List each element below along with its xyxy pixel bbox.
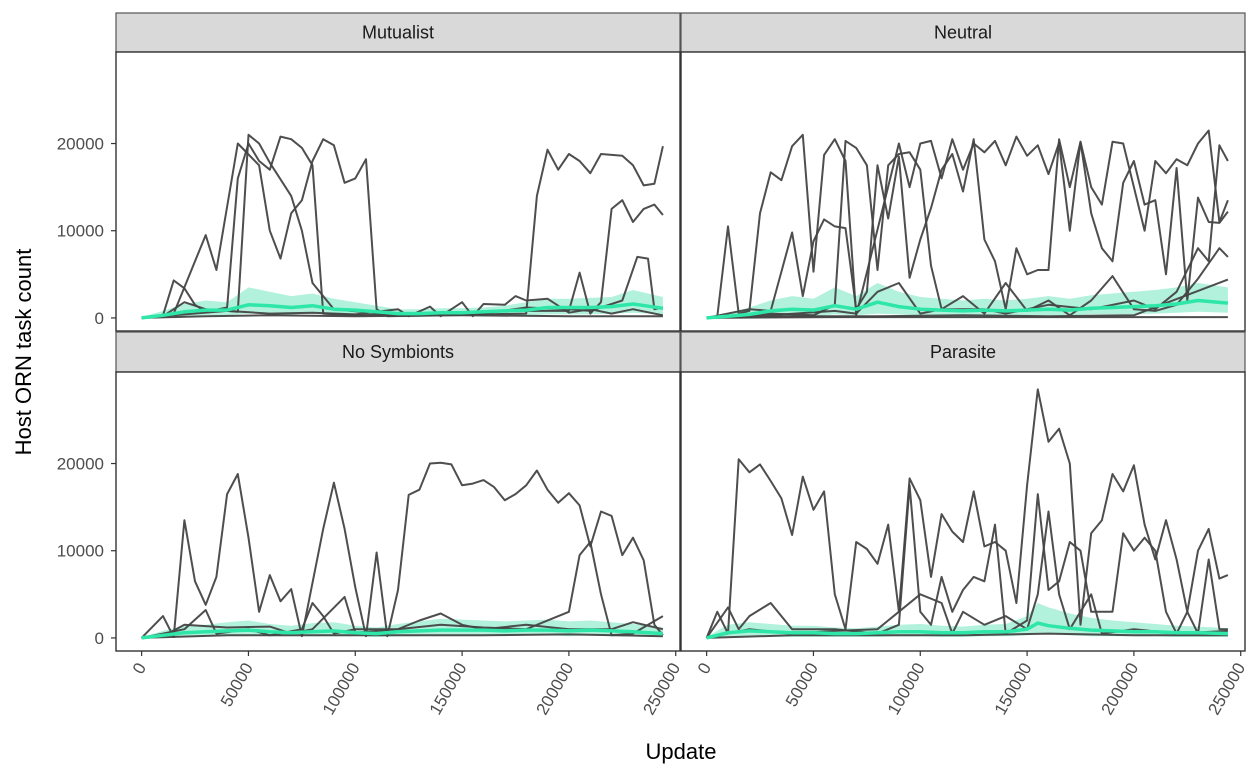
strip-neutral [680, 12, 1246, 53]
x-tick-label: 0 [694, 660, 715, 678]
x-tick-label: 200000 [533, 660, 578, 719]
panel-title-no-symbionts: No Symbionts [342, 342, 454, 362]
panel-neutral: Neutral [680, 12, 1246, 332]
plot-area-mutualist [116, 52, 680, 331]
y-tick-label: 10000 [57, 222, 104, 241]
replicate-line-neutral-6 [706, 316, 1228, 319]
strip-mutualist [115, 12, 681, 53]
panel-title-neutral: Neutral [934, 23, 992, 43]
replicate-line-parasite-1 [705, 388, 1229, 639]
y-tick-label: 10000 [57, 542, 104, 561]
panel-title-mutualist: Mutualist [362, 23, 434, 43]
x-tick-label: 50000 [217, 660, 257, 710]
x-tick-label: 100000 [319, 660, 364, 719]
panel-border-no-symbionts [115, 371, 681, 652]
replicate-line-parasite-4 [706, 632, 1228, 639]
y-axis-title: Host ORN task count [11, 249, 36, 456]
panel-mutualist: Mutualist 0 10000 20000 [57, 12, 681, 332]
x-tick-label: 250000 [639, 660, 684, 719]
mean-line-neutral [706, 298, 1229, 320]
strip-parasite [680, 331, 1246, 373]
panel-border-mutualist [115, 51, 681, 332]
replicate-line-neutral-1 [706, 129, 1229, 319]
panel-parasite: Parasite 0 50000 100000 150000 200000 250000 [680, 331, 1249, 719]
panel-border-parasite [680, 371, 1246, 652]
replicate-line-no-symbionts-4 [141, 633, 663, 639]
replicate-line-neutral-3 [706, 139, 1229, 319]
mean-line-parasite [706, 621, 1228, 640]
replicate-line-parasite-3 [706, 510, 1228, 639]
x-tick-label: 50000 [782, 660, 822, 710]
replicate-line-neutral-5 [706, 278, 1229, 319]
x-tick-label: 150000 [991, 660, 1036, 719]
panel-border-neutral [680, 51, 1246, 332]
x-tick-label: 100000 [884, 660, 929, 719]
x-tick-label: 200000 [1098, 660, 1143, 719]
panels-layer: Mutualist 0 10000 20000 Neutral No Symbionts 0… [57, 12, 1249, 719]
replicate-line-neutral-4 [706, 247, 1229, 319]
replicate-line-mutualist-2 [141, 138, 664, 319]
mean-line-mutualist [141, 302, 664, 320]
replicate-line-mutualist-5 [141, 314, 663, 319]
plot-area-no-symbionts [116, 372, 680, 651]
mean-line-no-symbionts [141, 628, 664, 640]
x-axis-title: Update [646, 739, 717, 764]
replicate-line-neutral-2 [706, 138, 1229, 319]
strip-no-symbionts [115, 331, 681, 373]
replicate-line-no-symbionts-1 [140, 461, 664, 639]
x-tick-label: 150000 [426, 660, 471, 719]
x-tick-label: 0 [129, 660, 150, 678]
y-tick-label: 20000 [57, 135, 104, 154]
replicate-line-mutualist-4 [141, 295, 664, 319]
y-tick-label: 0 [95, 629, 104, 648]
x-tick-label: 250000 [1204, 660, 1249, 719]
panel-title-parasite: Parasite [930, 342, 996, 362]
y-tick-label: 0 [95, 309, 104, 328]
y-tick-label: 20000 [57, 455, 104, 474]
plot-area-parasite [681, 372, 1245, 651]
